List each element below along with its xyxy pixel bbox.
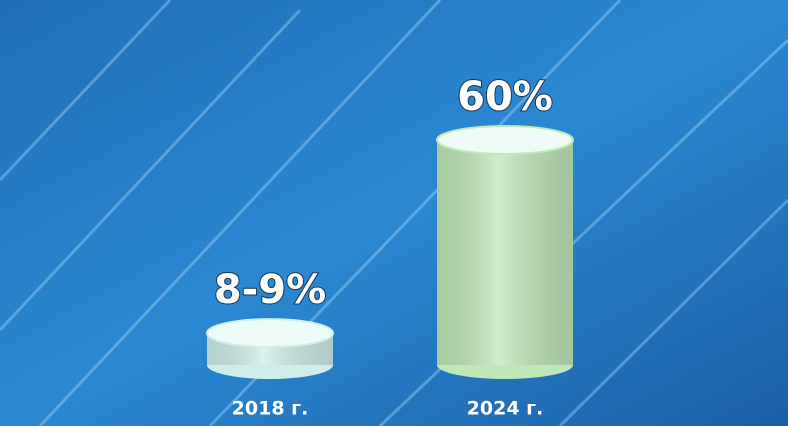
cylinder-shade <box>437 140 573 365</box>
category-label: 2024 г. <box>467 398 544 420</box>
cylinder-top <box>206 318 334 349</box>
category-label: 2018 г. <box>232 398 309 420</box>
value-label: 60% <box>457 74 553 120</box>
plot: 8-9% 2018 г. 60% 2024 г. <box>206 73 574 420</box>
value-label: 8-9% <box>214 267 326 313</box>
cylinder-top <box>436 125 574 155</box>
